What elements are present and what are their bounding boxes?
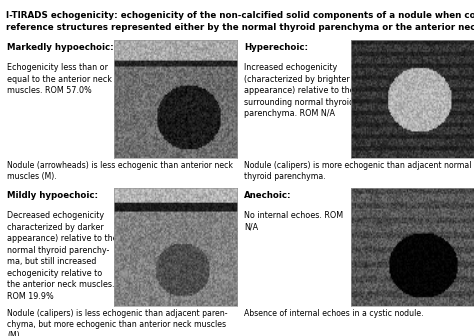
Text: Increased echogenicity
(characterized by brighter
appearance) relative to the
su: Increased echogenicity (characterized by… <box>244 63 355 118</box>
Text: Absence of internal echoes in a cystic nodule.: Absence of internal echoes in a cystic n… <box>244 309 424 318</box>
Text: No internal echoes. ROM
N/A: No internal echoes. ROM N/A <box>244 211 343 232</box>
Text: Nodule (calipers) is more echogenic than adjacent normal
thyroid parenchyma.: Nodule (calipers) is more echogenic than… <box>244 161 472 181</box>
Text: Echogenicity less than or
equal to the anterior neck
muscles. ROM 57.0%: Echogenicity less than or equal to the a… <box>7 63 112 95</box>
Text: Mildly hypoechoic:: Mildly hypoechoic: <box>7 192 98 200</box>
Text: Decreased echogenicity
characterized by darker
appearance) relative to the
norma: Decreased echogenicity characterized by … <box>7 211 118 301</box>
Text: Nodule (arrowheads) is less echogenic than anterior neck
muscles (M).: Nodule (arrowheads) is less echogenic th… <box>7 161 233 181</box>
Text: I-TIRADS echogenicity: echogenicity of the non-calcified solid components of a n: I-TIRADS echogenicity: echogenicity of t… <box>6 11 474 32</box>
Text: Anechoic:: Anechoic: <box>244 192 292 200</box>
Text: Nodule (calipers) is less echogenic than adjacent paren-
chyma, but more echogen: Nodule (calipers) is less echogenic than… <box>7 309 228 336</box>
Text: Markedly hypoechoic:: Markedly hypoechoic: <box>7 43 113 52</box>
Text: Hyperechoic:: Hyperechoic: <box>244 43 308 52</box>
